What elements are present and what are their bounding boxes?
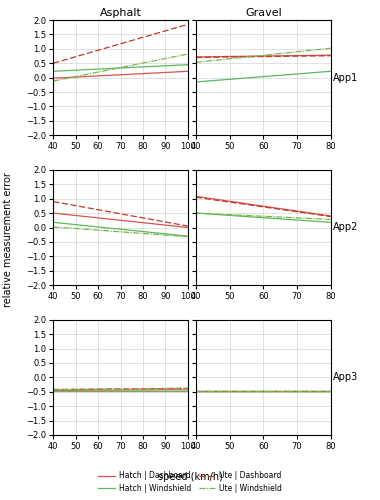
Title: Asphalt: Asphalt: [100, 8, 141, 18]
Text: speed (km/h): speed (km/h): [158, 472, 222, 482]
Title: Gravel: Gravel: [245, 8, 282, 18]
Text: App2: App2: [333, 222, 359, 232]
Text: relative measurement error: relative measurement error: [3, 172, 13, 308]
Text: App1: App1: [333, 72, 359, 83]
Legend: Hatch | Dashboard, Hatch | Windshield, Ute | Dashboard, Ute | Windshield: Hatch | Dashboard, Hatch | Windshield, U…: [95, 468, 285, 496]
Text: App3: App3: [333, 372, 359, 382]
